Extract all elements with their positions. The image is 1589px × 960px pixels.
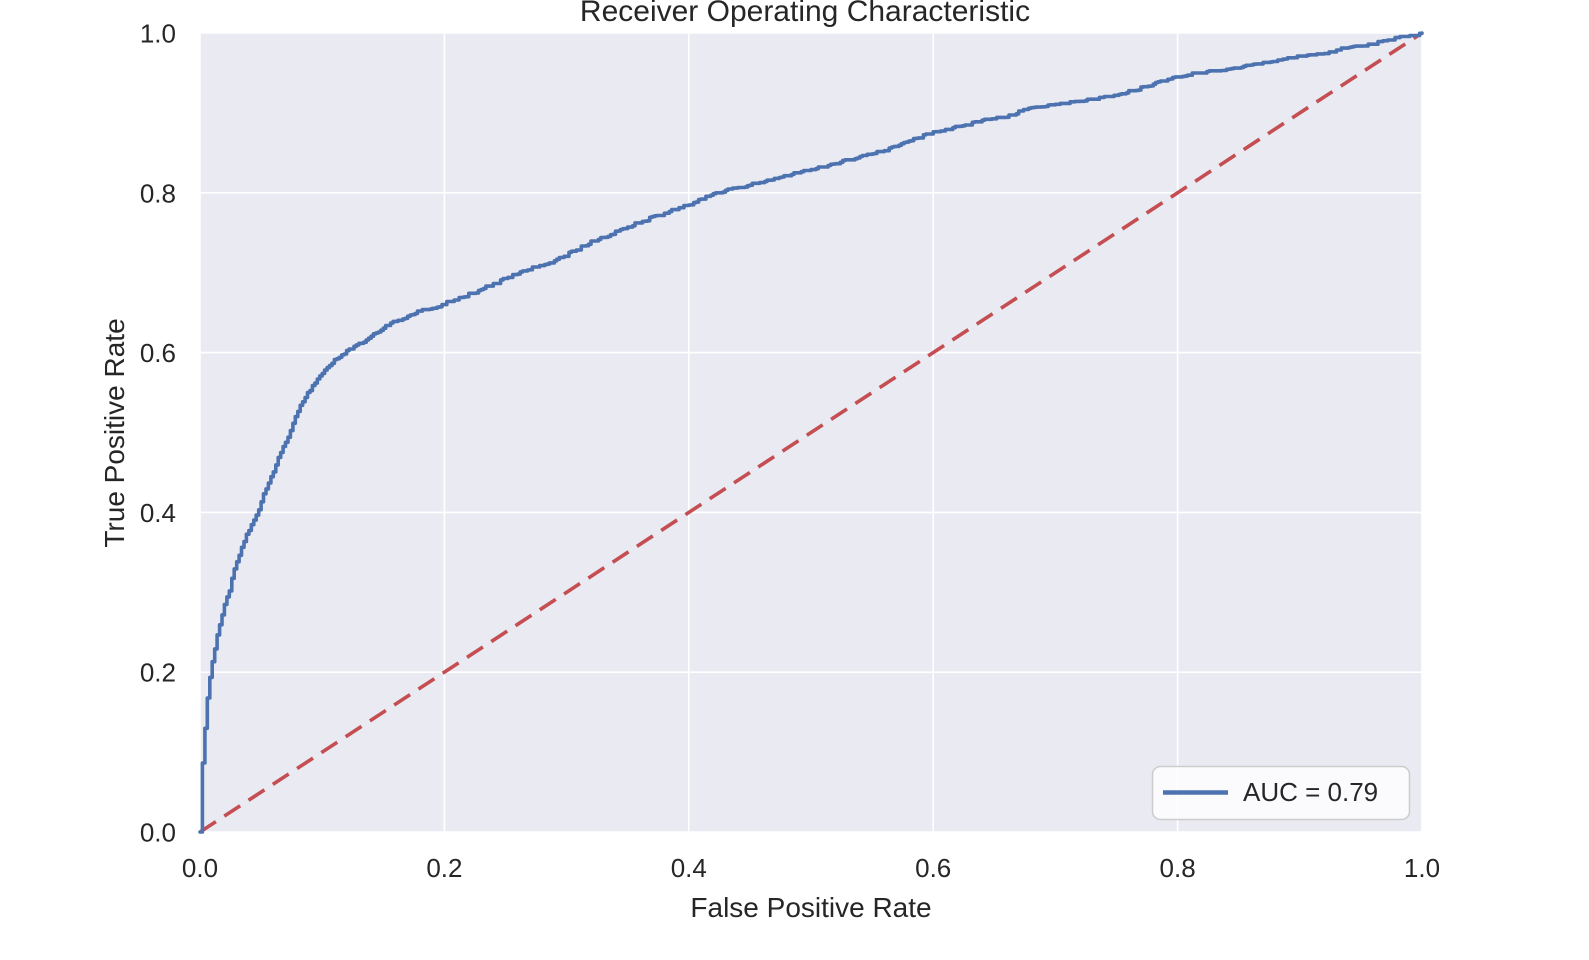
gridlines <box>199 32 1423 833</box>
y-tick-label: 0.8 <box>140 178 176 208</box>
y-axis-tick-labels: 0.0 0.2 0.4 0.6 0.8 1.0 <box>140 19 176 848</box>
y-tick-label: 1.0 <box>140 19 176 49</box>
x-tick-label: 0.8 <box>1160 853 1196 883</box>
x-axis-tick-labels: 0.0 0.2 0.4 0.6 0.8 1.0 <box>182 853 1440 883</box>
x-tick-label: 0.6 <box>915 853 951 883</box>
legend: AUC = 0.79 <box>1151 765 1411 821</box>
x-axis-label: False Positive Rate <box>690 892 931 923</box>
y-axis-label: True Positive Rate <box>99 318 130 547</box>
y-tick-label: 0.6 <box>140 338 176 368</box>
x-tick-label: 0.0 <box>182 853 218 883</box>
x-tick-label: 1.0 <box>1404 853 1440 883</box>
roc-curve <box>198 31 1424 834</box>
chance-diagonal-line <box>199 31 1423 834</box>
y-tick-label: 0.2 <box>140 658 176 688</box>
chart-title: Receiver Operating Characteristic <box>580 0 1030 28</box>
y-tick-label: 0.4 <box>140 498 176 528</box>
y-tick-label: 0.0 <box>140 818 176 848</box>
legend-label: AUC = 0.79 <box>1243 777 1378 807</box>
x-tick-label: 0.2 <box>426 853 462 883</box>
x-tick-label: 0.4 <box>671 853 707 883</box>
legend-box <box>1151 765 1411 821</box>
